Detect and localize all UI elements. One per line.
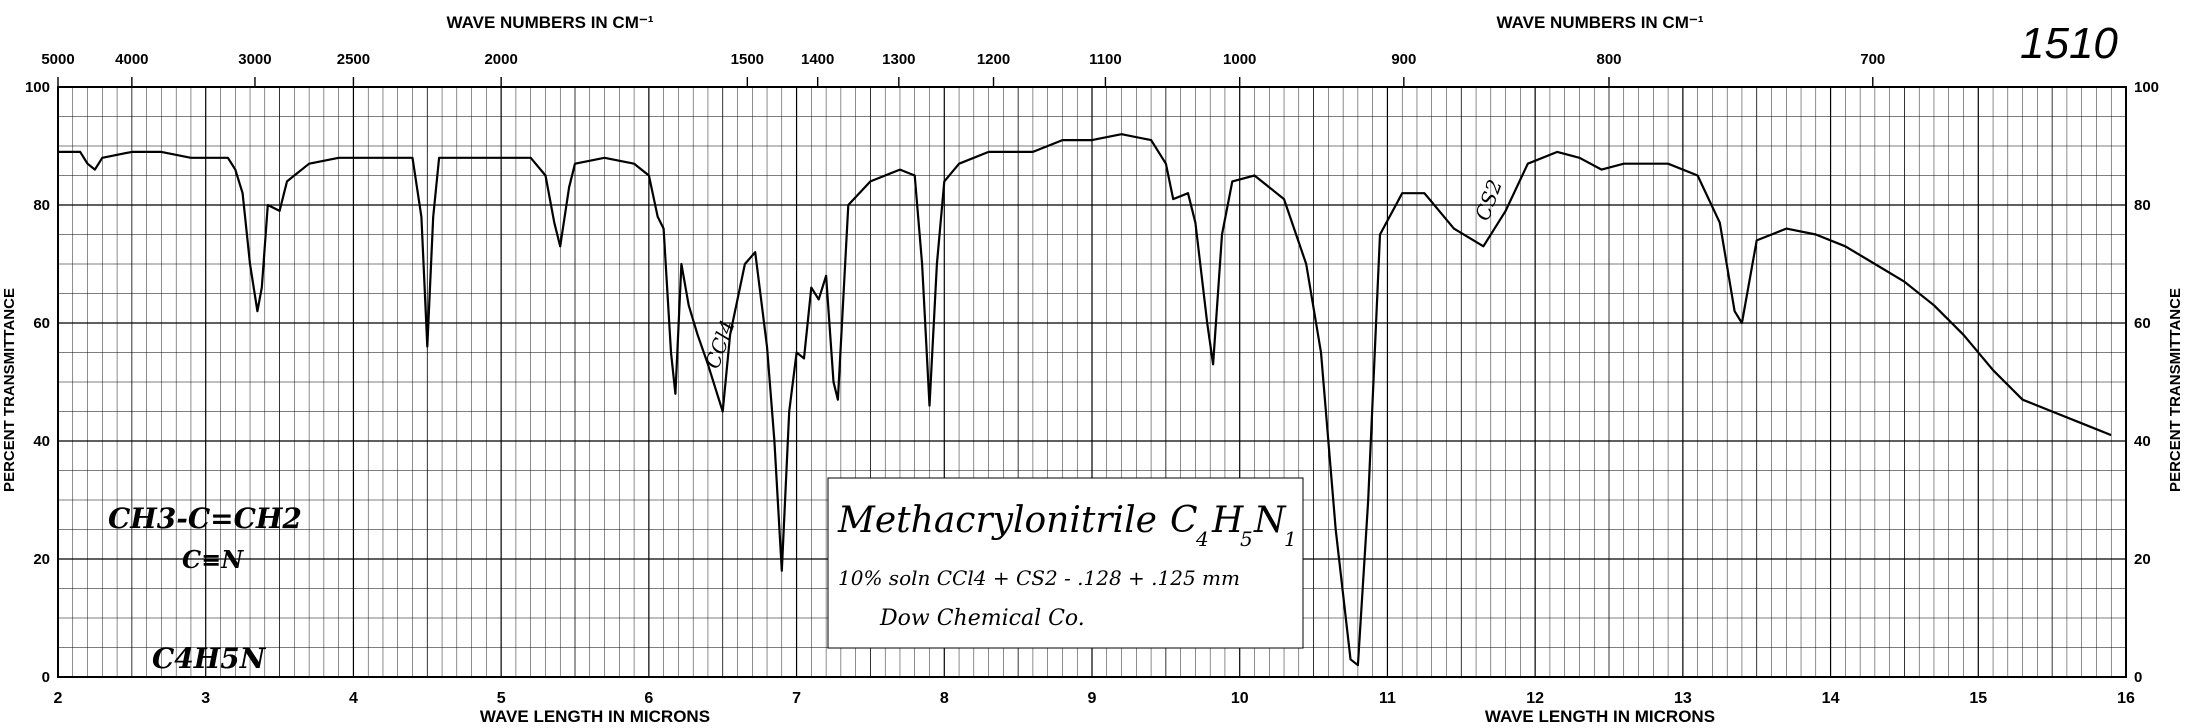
structure-line-2: C≡N xyxy=(182,545,244,574)
x-tick-label: 6 xyxy=(644,690,653,707)
band-label-ccl4: CCl4 xyxy=(700,317,740,372)
plot-frame xyxy=(57,86,2127,678)
top-tick-label: 2500 xyxy=(337,51,370,68)
structure-line-1: CH3-C=CH2 xyxy=(108,502,302,535)
x-tick-label: 11 xyxy=(1379,690,1396,707)
y-tick-label-left: 40 xyxy=(33,433,50,450)
bottom-axis-title-right: WAVE LENGTH IN MICRONS xyxy=(1485,707,1715,726)
top-tick-label: 700 xyxy=(1860,51,1885,68)
top-tick-label: 1100 xyxy=(1089,51,1122,68)
x-tick-label: 4 xyxy=(349,690,358,707)
formula-h: H xyxy=(1211,500,1244,541)
formula-n-sub: 1 xyxy=(1284,527,1297,551)
top-tick-label: 3000 xyxy=(238,51,271,68)
top-tick-label: 1400 xyxy=(801,51,834,68)
top-tick-label: 1000 xyxy=(1223,51,1256,68)
y-tick-label-left: 60 xyxy=(33,315,50,332)
molecular-formula-note: C4H5N xyxy=(152,642,267,675)
y-tick-label-left: 80 xyxy=(33,197,50,214)
measurement-conditions: 10% soln CCl4 + CS2 - .128 + .125 mm xyxy=(838,566,1240,590)
compound-formula: C 4 H 5 N 1 xyxy=(1170,500,1297,551)
top-tick-label: 800 xyxy=(1596,51,1621,68)
compound-name: Methacrylonitrile xyxy=(837,500,1157,541)
x-tick-label: 13 xyxy=(1674,690,1692,707)
y-tick-label-right: 100 xyxy=(2134,79,2159,96)
chart-grid xyxy=(58,87,2126,677)
x-tick-label: 10 xyxy=(1231,690,1249,707)
y-tick-label-right: 60 xyxy=(2134,315,2151,332)
spectrum-curve xyxy=(58,133,2112,667)
catalog-number: 1510 xyxy=(2020,19,2118,68)
x-tick-label: 7 xyxy=(792,690,801,707)
y-tick-label-right: 20 xyxy=(2134,551,2151,568)
x-tick-label: 16 xyxy=(2117,690,2135,707)
top-axis-title-right: WAVE NUMBERS IN CM⁻¹ xyxy=(1497,13,1704,32)
top-tick-label: 5000 xyxy=(41,51,74,68)
bottom-axis-title-left: WAVE LENGTH IN MICRONS xyxy=(480,707,710,726)
left-axis-title: PERCENT TRANSMITTANCE xyxy=(1,288,18,492)
top-tick-label: 2000 xyxy=(484,51,517,68)
y-tick-label-left: 0 xyxy=(42,669,50,686)
y-tick-label-left: 20 xyxy=(33,551,50,568)
x-tick-label: 9 xyxy=(1088,690,1097,707)
x-tick-label: 3 xyxy=(201,690,210,707)
formula-h-sub: 5 xyxy=(1240,527,1253,551)
x-tick-label: 2 xyxy=(54,690,63,707)
x-tick-label: 12 xyxy=(1526,690,1544,707)
y-tick-label-right: 40 xyxy=(2134,433,2151,450)
top-tick-label: 1300 xyxy=(882,51,915,68)
top-tick-label: 4000 xyxy=(115,51,148,68)
spectrum-curve-group xyxy=(58,133,2112,667)
x-tick-label: 14 xyxy=(1822,690,1840,707)
top-tick-label: 1200 xyxy=(977,51,1010,68)
formula-n: N xyxy=(1253,500,1287,541)
chart-frame xyxy=(57,86,2127,678)
y-tick-label-right: 0 xyxy=(2134,669,2142,686)
y-tick-label-right: 80 xyxy=(2134,197,2151,214)
label-box xyxy=(827,477,1304,649)
right-axis-title: PERCENT TRANSMITTANCE xyxy=(2167,288,2184,492)
x-tick-label: 15 xyxy=(1969,690,1987,707)
formula-c-sub: 4 xyxy=(1195,527,1209,551)
top-tick-label: 900 xyxy=(1391,51,1416,68)
formula-c: C xyxy=(1170,500,1198,541)
x-tick-label: 8 xyxy=(940,690,949,707)
top-tick-label: 1500 xyxy=(731,51,764,68)
x-tick-label: 5 xyxy=(497,690,506,707)
y-tick-label-left: 100 xyxy=(25,79,50,96)
data-source: Dow Chemical Co. xyxy=(879,606,1085,631)
top-axis-title-left: WAVE NUMBERS IN CM⁻¹ xyxy=(447,13,654,32)
chart-ticks: 2 3 4 5 6 7 8 9 10 11 12 13 14 15 16020406080100020406… xyxy=(25,51,2159,707)
